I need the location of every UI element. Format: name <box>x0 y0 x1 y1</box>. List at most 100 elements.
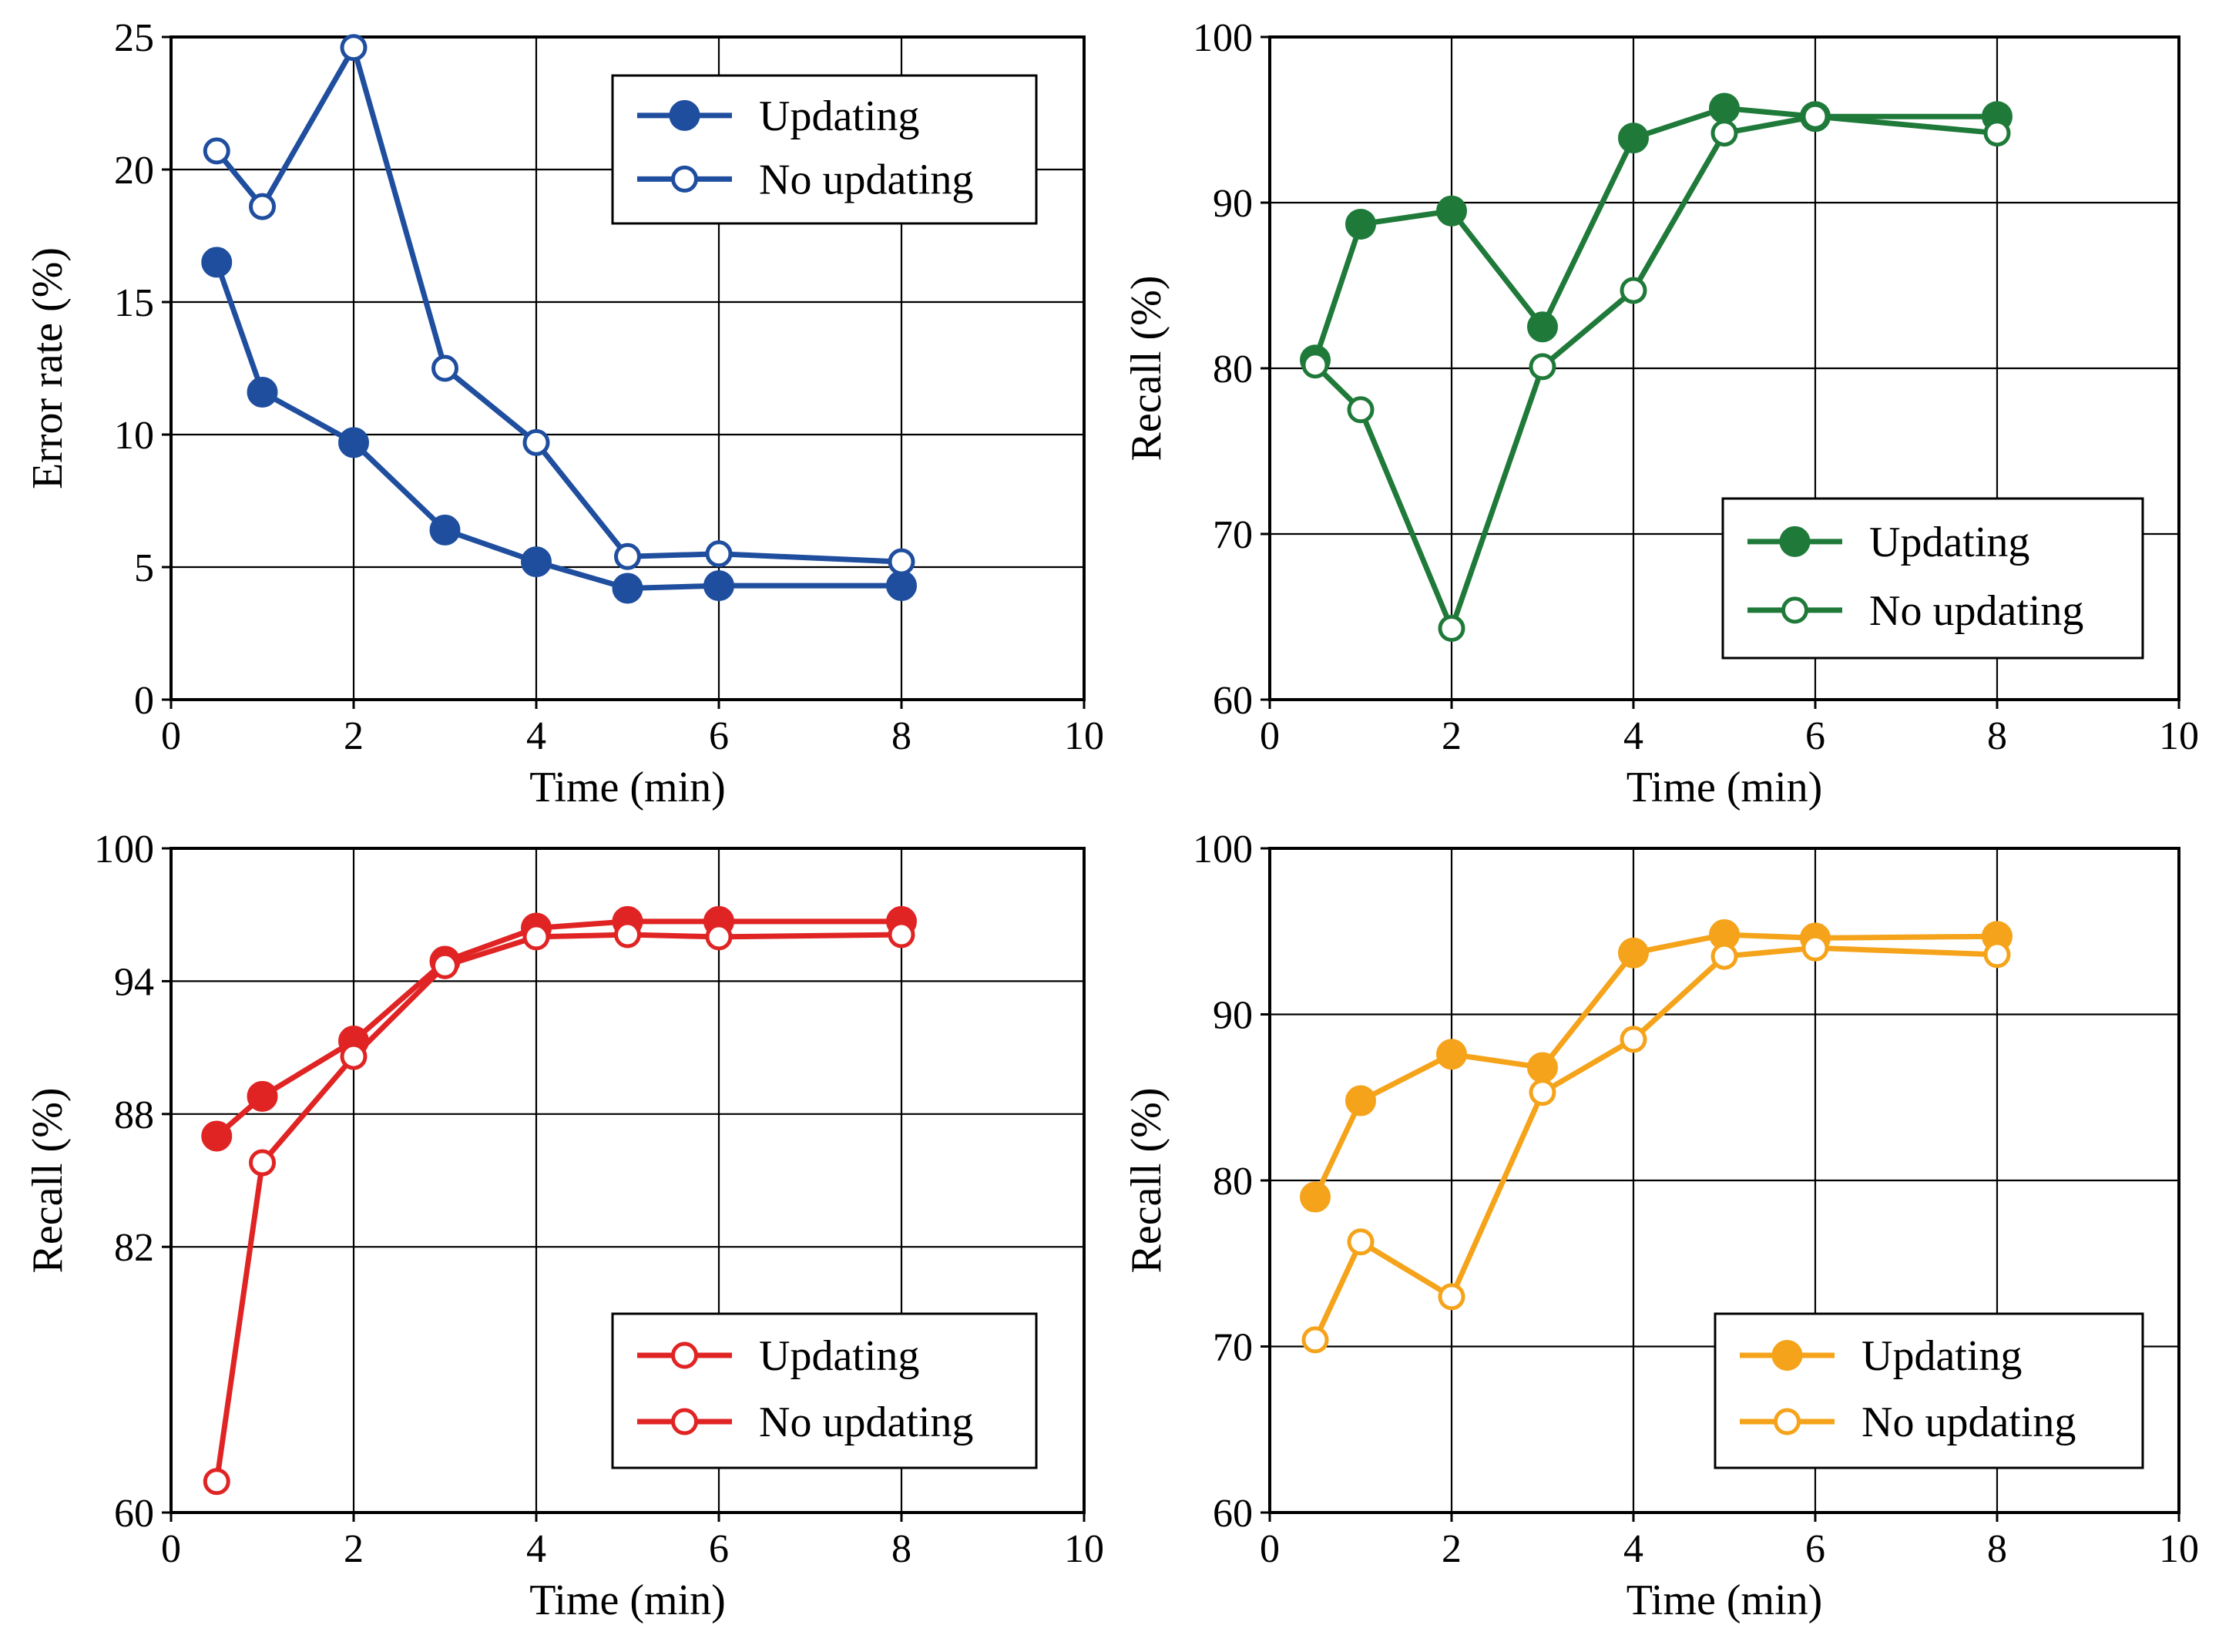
x-tick-label: 2 <box>344 1527 364 1571</box>
y-tick-label: 88 <box>114 1093 154 1137</box>
x-tick-label: 8 <box>1987 714 2007 758</box>
x-tick-label: 0 <box>1260 714 1280 758</box>
x-tick-label: 8 <box>1987 1527 2007 1571</box>
data-point-no-updating <box>1438 615 1465 643</box>
data-point-no-updating <box>1347 1228 1375 1256</box>
data-point-updating <box>201 247 233 278</box>
x-axis-label: Time (min) <box>1626 764 1823 811</box>
data-point-no-updating <box>203 1468 230 1496</box>
legend-marker <box>1779 525 1811 557</box>
chart-top-right: 0 2 4 6 8 10 60 70 80 90 100 Time (min) Recall (%) Up… <box>1123 16 2199 811</box>
legend: Updating No updating <box>611 74 1038 225</box>
data-point-no-updating <box>1801 934 1829 962</box>
chart-bottom-right: 0 2 4 6 8 10 60 70 80 90 100 Time (min) Recall (%) Up… <box>1123 828 2199 1624</box>
legend-label: Updating <box>1869 519 2029 566</box>
data-point-no-updating <box>1620 277 1647 304</box>
series-line-no-updating <box>1312 945 1998 1341</box>
data-point-no-updating <box>249 1149 276 1177</box>
data-point-updating <box>703 570 734 602</box>
y-axis-label: Error rate (%) <box>24 247 72 489</box>
legend-label: No updating <box>1869 587 2083 635</box>
legend-marker <box>1781 596 1808 624</box>
x-tick-label: 6 <box>1805 714 1825 758</box>
y-tick-label: 82 <box>114 1226 154 1270</box>
x-tick-label: 10 <box>2159 714 2199 758</box>
plot-frame <box>170 35 1086 701</box>
y-tick-label: 20 <box>114 149 154 193</box>
data-point-updating <box>201 1120 233 1152</box>
data-point-updating <box>338 427 369 458</box>
legend-marker <box>671 165 698 193</box>
legend-box <box>1721 497 2144 660</box>
x-tick-label: 4 <box>526 714 546 758</box>
x-tick-label: 0 <box>161 714 181 758</box>
x-tick-label: 10 <box>2159 1527 2199 1571</box>
legend-marker <box>669 99 700 131</box>
data-point-no-updating <box>1301 1326 1329 1354</box>
x-tick-label: 4 <box>526 1527 546 1571</box>
y-tick-label: 80 <box>1213 348 1253 391</box>
y-tick-label: 0 <box>134 679 154 723</box>
data-point-no-updating <box>1301 351 1329 379</box>
series-line-updating <box>1312 932 1998 1199</box>
x-tick-label: 6 <box>709 1527 729 1571</box>
y-tick-label: 70 <box>1213 513 1253 557</box>
x-tick-label: 0 <box>1260 1527 1280 1571</box>
legend-box <box>1714 1312 2144 1469</box>
data-point-updating <box>1300 1181 1331 1213</box>
y-tick-label: 100 <box>94 828 154 871</box>
series-line-no-updating <box>213 932 902 1482</box>
x-tick-label: 8 <box>891 1527 911 1571</box>
data-point-updating <box>1436 1039 1467 1070</box>
legend-label: No updating <box>759 1398 973 1446</box>
series-line-updating <box>213 261 901 592</box>
legend-marker <box>671 1408 698 1435</box>
x-tick-label: 8 <box>891 714 911 758</box>
data-point-updating <box>1527 1052 1558 1083</box>
data-point-no-updating <box>1529 353 1556 381</box>
data-point-no-updating <box>614 921 641 949</box>
x-tick-label: 0 <box>161 1527 181 1571</box>
x-tick-label: 2 <box>344 714 364 758</box>
data-point-updating <box>1345 208 1376 240</box>
data-point-no-updating <box>1983 941 2011 969</box>
data-point-no-updating <box>1710 942 1738 970</box>
y-tick-label: 5 <box>134 546 154 590</box>
x-tick-label: 4 <box>1623 1527 1643 1571</box>
data-point-updating <box>612 572 643 604</box>
data-point-no-updating <box>522 428 550 456</box>
series-line-updating <box>1312 105 1997 361</box>
legend: Updating No updating <box>611 1312 1038 1469</box>
chart-top-left: 0 2 4 6 8 10 0 5 10 15 20 25 Time (min) Error rate (%… <box>24 16 1104 811</box>
x-tick-label: 10 <box>1064 1527 1104 1571</box>
data-point-updating <box>247 376 278 408</box>
x-tick-label: 6 <box>709 714 729 758</box>
legend: Updating No updating <box>1714 1312 2144 1469</box>
legend-marker <box>671 1341 698 1369</box>
y-tick-label: 60 <box>1213 1492 1253 1536</box>
legend: Updating No updating <box>1721 497 2144 660</box>
data-point-no-updating <box>614 542 641 570</box>
y-axis-label: Recall (%) <box>1123 1088 1170 1274</box>
data-point-no-updating <box>522 923 550 951</box>
data-point-no-updating <box>203 137 230 165</box>
data-point-updating <box>1618 123 1649 154</box>
y-tick-label: 100 <box>1193 16 1253 60</box>
y-tick-label: 94 <box>114 960 154 1004</box>
data-point-updating <box>1527 311 1558 343</box>
y-tick-label: 90 <box>1213 994 1253 1038</box>
x-tick-label: 2 <box>1442 1527 1462 1571</box>
data-point-no-updating <box>705 923 733 951</box>
data-point-updating <box>1436 195 1467 227</box>
y-tick-label: 90 <box>1213 182 1253 226</box>
x-axis-label: Time (min) <box>1626 1576 1823 1624</box>
data-point-no-updating <box>340 1043 368 1070</box>
legend-box <box>611 1312 1038 1469</box>
data-point-no-updating <box>431 354 458 382</box>
data-point-no-updating <box>340 34 368 62</box>
data-point-updating <box>1618 937 1649 969</box>
series-line-no-updating <box>1313 113 1998 632</box>
data-point-no-updating <box>1983 119 2011 147</box>
data-point-no-updating <box>888 548 915 576</box>
legend-label: Updating <box>759 1332 919 1380</box>
